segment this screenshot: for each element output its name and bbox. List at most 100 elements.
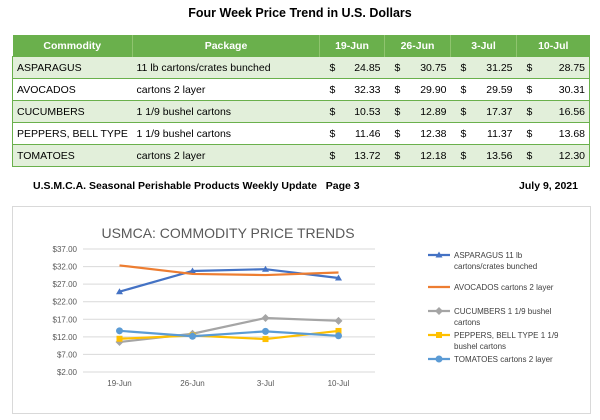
y-tick-label: $7.00 (57, 350, 78, 359)
y-tick-label: $22.00 (53, 298, 78, 307)
y-tick-label: $17.00 (53, 315, 78, 324)
y-tick-label: $37.00 (53, 245, 78, 254)
currency-symbol: $ (384, 122, 400, 145)
data-point (189, 267, 196, 274)
price-cell: 11.37 (463, 122, 517, 145)
legend-label: bushel cartons (454, 342, 506, 351)
commodity-cell: AVOCADOS (12, 78, 133, 101)
table-row: PEPPERS, BELL TYPE 1 1/9 bushel cartons $1… (12, 122, 591, 145)
currency-symbol: $ (450, 56, 466, 79)
package-cell: cartons 2 layer (132, 144, 320, 167)
report-footer: U.S.M.C.A. Seasonal Perishable Products … (33, 180, 578, 192)
price-cell: 13.72 (332, 144, 385, 167)
header-date: 19-Jun (319, 35, 385, 57)
price-cell: 12.89 (397, 100, 451, 123)
header-date: 10-Jul (516, 35, 590, 57)
price-cell: 17.37 (463, 100, 517, 123)
legend-marker (435, 307, 443, 315)
x-tick-label: 26-Jun (180, 379, 204, 388)
legend-marker (435, 251, 443, 258)
data-point (116, 288, 123, 295)
package-cell: 1 1/9 bushel cartons (132, 122, 320, 145)
y-tick-label: $2.00 (57, 368, 78, 377)
chart-frame: USMCA: COMMODITY PRICE TRENDS $2.00 $7.00… (12, 206, 591, 414)
data-point (261, 313, 270, 322)
price-cell: 29.90 (397, 78, 451, 101)
legend-label: AVOCADOS cartons 2 layer (454, 283, 554, 292)
header-package: Package (132, 35, 320, 57)
table-row: CUCUMBERS 1 1/9 bushel cartons $10.53 $12.8… (12, 100, 591, 123)
data-point (262, 327, 269, 335)
table-row: ASPARAGUS 11 lb cartons/crates bunched $24… (12, 56, 591, 79)
currency-symbol: $ (450, 78, 466, 101)
legend-label: CUCUMBERS 1 1/9 bushel (454, 307, 552, 316)
data-point (116, 327, 123, 335)
header-commodity: Commodity (12, 35, 133, 57)
legend-label: cartons/crates bunched (454, 262, 537, 271)
data-point (335, 274, 342, 281)
data-point (115, 338, 124, 347)
y-tick-label: $27.00 (53, 280, 78, 289)
price-cell: 12.30 (529, 144, 591, 167)
commodity-cell: ASPARAGUS (12, 56, 133, 79)
price-cell: 13.68 (529, 122, 591, 145)
price-cell: 10.53 (332, 100, 385, 123)
currency-symbol: $ (384, 144, 400, 167)
legend-marker (436, 332, 442, 338)
chart-title: USMCA: COMMODITY PRICE TRENDS (101, 225, 354, 241)
currency-symbol: $ (450, 144, 466, 167)
package-cell: 11 lb cartons/crates bunched (132, 56, 320, 79)
legend-label: cartons (454, 318, 480, 327)
price-cell: 16.56 (529, 100, 591, 123)
commodity-cell: CUCUMBERS (12, 100, 133, 123)
currency-symbol: $ (384, 100, 400, 123)
currency-symbol: $ (319, 100, 335, 123)
price-cell: 30.75 (397, 56, 451, 79)
price-cell: 29.59 (463, 78, 517, 101)
currency-symbol: $ (384, 56, 400, 79)
currency-symbol: $ (516, 144, 532, 167)
price-cell: 13.56 (463, 144, 517, 167)
commodity-cell: PEPPERS, BELL TYPE (12, 122, 133, 145)
data-point (335, 327, 342, 334)
legend-marker (435, 355, 443, 363)
y-tick-label: $32.00 (53, 263, 78, 272)
data-point (262, 265, 269, 272)
price-cell: 30.31 (529, 78, 591, 101)
price-cell: 32.33 (332, 78, 385, 101)
x-tick-label: 19-Jun (107, 379, 131, 388)
currency-symbol: $ (516, 122, 532, 145)
series-line (119, 329, 339, 338)
x-tick-label: 10-Jul (328, 379, 350, 388)
currency-symbol: $ (319, 56, 335, 79)
y-tick-label: $12.00 (53, 333, 78, 342)
report-date: July 9, 2021 (519, 180, 578, 192)
report-title: U.S.M.C.A. Seasonal Perishable Products … (33, 180, 360, 192)
header-date: 26-Jun (384, 35, 451, 57)
x-tick-label: 3-Jul (257, 379, 275, 388)
legend-label: TOMATOES cartons 2 layer (454, 355, 553, 364)
price-cell: 12.38 (397, 122, 451, 145)
currency-symbol: $ (450, 100, 466, 123)
package-cell: 1 1/9 bushel cartons (132, 100, 320, 123)
price-trend-chart: USMCA: COMMODITY PRICE TRENDS $2.00 $7.00… (53, 225, 560, 388)
currency-symbol: $ (450, 122, 466, 145)
package-cell: cartons 2 layer (132, 78, 320, 101)
commodity-cell: TOMATOES (12, 144, 133, 167)
data-point (262, 336, 269, 343)
series-line (119, 316, 339, 344)
currency-symbol: $ (319, 78, 335, 101)
currency-symbol: $ (516, 56, 532, 79)
price-cell: 24.85 (332, 56, 385, 79)
data-point (116, 335, 123, 342)
table-row: TOMATOES cartons 2 layer $13.72 $12.18 $13.5… (12, 144, 591, 167)
currency-symbol: $ (516, 100, 532, 123)
price-cell: 28.75 (529, 56, 591, 79)
table-header-row: Commodity Package 19-Jun 26-Jun 3-Jul 10… (12, 35, 590, 57)
currency-symbol: $ (384, 78, 400, 101)
table-title: Four Week Price Trend in U.S. Dollars (188, 6, 412, 20)
price-table: Commodity Package 19-Jun 26-Jun 3-Jul 10… (12, 35, 591, 167)
series-line (119, 329, 339, 341)
currency-symbol: $ (516, 78, 532, 101)
legend-label: ASPARAGUS 11 lb (454, 251, 523, 260)
